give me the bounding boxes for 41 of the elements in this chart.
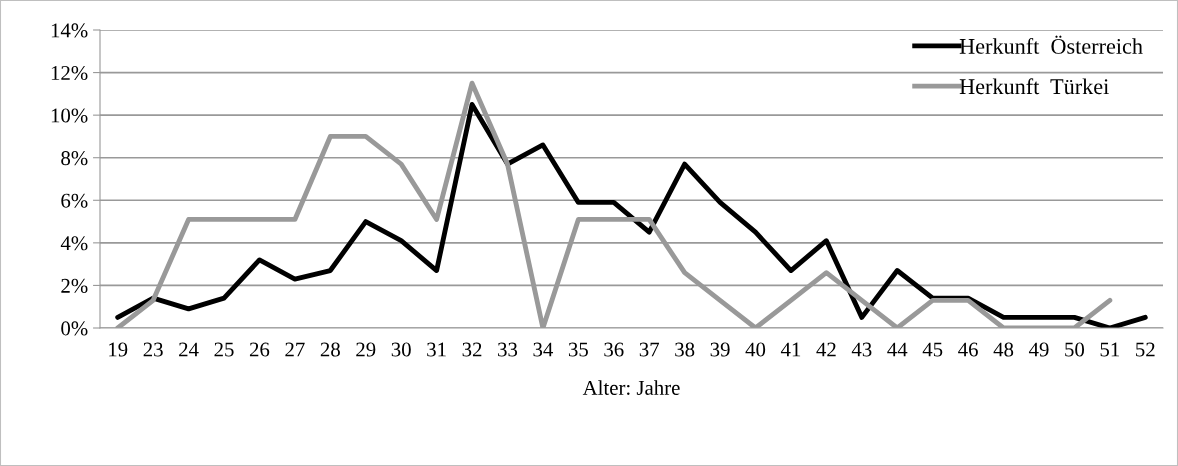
x-tick-label: 26 [249,342,270,357]
x-tick-label: 44 [887,342,908,357]
x-tick-label: 25 [214,342,234,357]
x-tick-label: 41 [780,342,801,357]
x-tick-label: 28 [320,342,340,357]
x-tick-label: 34 [533,342,554,357]
x-tick-label: 27 [285,342,305,357]
y-tick-label: 4% [60,236,88,251]
x-tick-label: 19 [109,342,128,357]
x-tick-label: 33 [498,342,518,357]
x-tick-label: 48 [993,342,1014,357]
y-tick-label: 14% [51,23,88,38]
x-tick-label: 30 [391,342,411,357]
x-tick-label: 36 [604,342,624,357]
x-tick-label: 52 [1136,342,1155,357]
x-tick-label: 50 [1065,342,1085,357]
y-tick-label: 10% [51,108,88,123]
y-tick-label: 0% [61,321,88,336]
y-tick-label: 8% [61,151,88,166]
x-axis-title: Alter: Jahre [582,380,680,395]
x-tick-label: 37 [639,342,660,357]
x-tick-label: 24 [179,342,199,357]
y-tick-label: 12% [51,65,88,81]
y-tick-label: 2% [61,278,88,293]
x-tick-label: 23 [143,342,163,357]
x-tick-label: 46 [958,342,978,357]
x-tick-label: 40 [745,342,766,357]
legend-label: Herkunft Türkei [959,78,1109,95]
x-tick-label: 45 [922,342,943,357]
x-tick-label: 43 [851,342,872,357]
x-tick-label: 39 [710,342,730,357]
x-tick-label: 38 [675,342,695,357]
x-tick-label: 49 [1028,342,1049,357]
x-tick-label: 31 [427,342,446,357]
x-tick-label: 29 [356,342,376,357]
x-tick-label: 42 [816,342,836,357]
x-tick-label: 35 [568,342,588,357]
x-tick-label: 32 [462,342,482,357]
x-tick-label: 51 [1100,342,1120,357]
y-tick-label: 6% [61,193,88,208]
legend-label: Herkunft Österreich [959,35,1143,54]
